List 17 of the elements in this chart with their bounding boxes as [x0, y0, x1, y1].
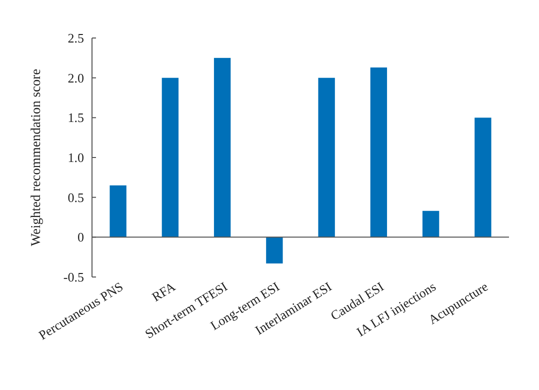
bar: [318, 78, 335, 238]
y-tick-label: 2.0: [68, 70, 84, 86]
y-tick-label: 1.0: [68, 150, 84, 166]
x-tick-label: RFA: [149, 278, 178, 304]
y-tick-label: 2.5: [68, 30, 84, 46]
y-tick-label: -0.5: [63, 270, 84, 285]
y-tick-label: 0: [78, 230, 84, 245]
y-axis-title: Weighted recommendation score: [28, 68, 43, 246]
bar: [214, 58, 231, 238]
bar: [370, 67, 388, 238]
bar: [162, 78, 179, 238]
y-tick-label: 1.5: [68, 110, 84, 126]
bar: [422, 210, 440, 238]
y-tick-label: 0.5: [68, 190, 84, 205]
bar: [110, 185, 126, 238]
bar: [474, 118, 492, 238]
bar: [266, 237, 283, 264]
